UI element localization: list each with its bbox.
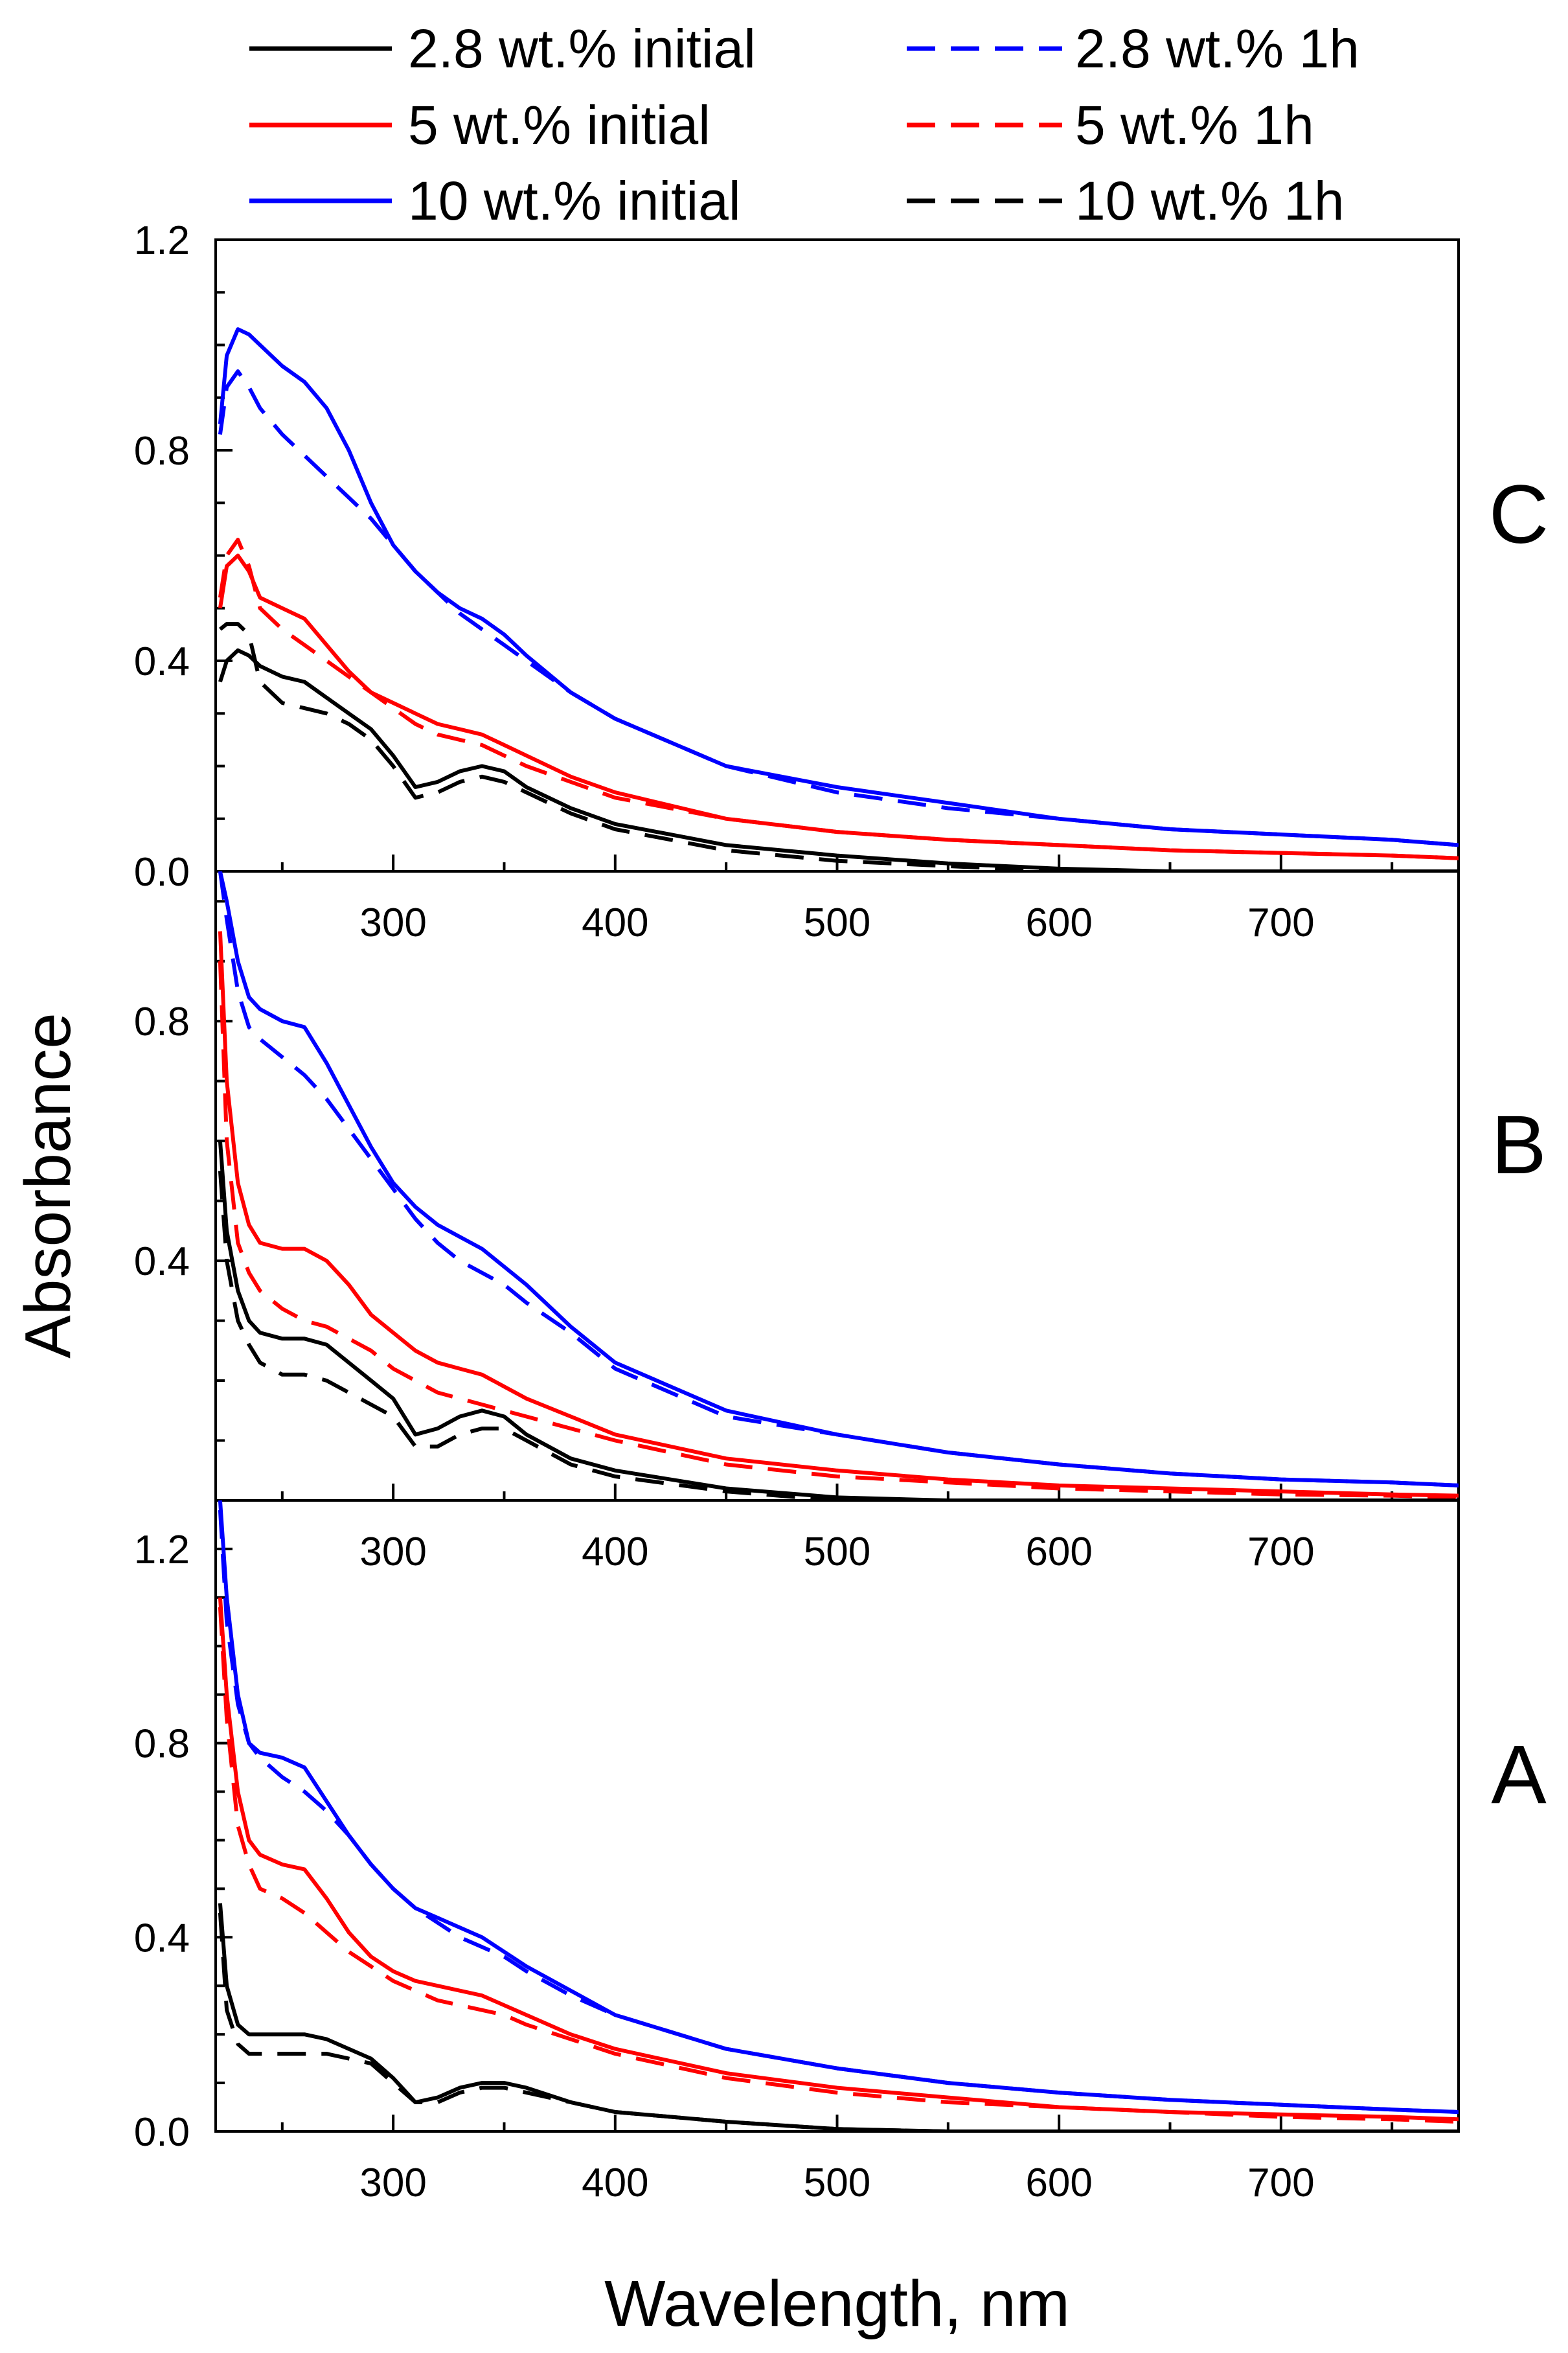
series-line-10-wt-1h <box>219 622 1459 871</box>
legend-label: 10 wt.% 1h <box>1075 170 1345 231</box>
y-tick-label: 0.0 <box>134 2110 190 2155</box>
x-tick-label: 700 <box>1247 1530 1314 1574</box>
series-line-10-wt-initial <box>218 327 1459 847</box>
legend-label: 5 wt.% 1h <box>1075 95 1314 155</box>
x-tick-label: 500 <box>804 901 870 945</box>
legend-label: 10 wt.% initial <box>408 170 741 231</box>
panel-label: A <box>1491 1729 1547 1822</box>
series-line-10-wt-1h <box>218 1171 1459 1500</box>
y-axis-title: Absorbance <box>12 1013 84 1359</box>
y-tick-label: 0.8 <box>134 1722 190 1767</box>
legend-item: 2.8 wt.% 1h <box>907 18 1359 79</box>
x-tick-label: 400 <box>582 901 648 945</box>
panel-b: 300 400 500 600 700 0.4 0.8 B <box>134 870 1547 1574</box>
series-line-2-8-wt-1h <box>218 369 1459 847</box>
x-axis-title: Wavelength, nm <box>604 2267 1070 2340</box>
series-line-5-wt-1h <box>218 1607 1459 2124</box>
x-tick-label: 400 <box>582 2161 648 2205</box>
y-tick-label: 0.8 <box>134 1000 190 1044</box>
series-line-5-wt-1h <box>218 538 1459 860</box>
series-group <box>218 1500 1459 2131</box>
x-tick-label: 400 <box>582 1530 648 1574</box>
panel-c: 300 400 500 600 700 0.0 0.4 0.8 1.2 C <box>134 218 1549 945</box>
series-line-2-8-wt-initial <box>218 1903 1459 2131</box>
legend-label: 5 wt.% initial <box>408 95 710 155</box>
y-tick-label: 1.2 <box>134 218 190 263</box>
x-tick-label: 500 <box>804 2161 870 2205</box>
y-tick-label: 0.0 <box>134 850 190 895</box>
x-tick-label: 700 <box>1247 2161 1314 2205</box>
series-line-10-wt-1h <box>218 1912 1459 2131</box>
y-tick-label: 0.4 <box>134 1916 190 1960</box>
y-tick-label: 1.2 <box>134 1528 190 1572</box>
panel-frame <box>214 870 1460 1502</box>
x-tick-label: 600 <box>1025 1530 1092 1574</box>
legend-item: 2.8 wt.% initial <box>249 18 756 79</box>
series-line-5-wt-initial <box>218 553 1459 860</box>
series-line-2-8-wt-1h <box>218 871 1459 1487</box>
y-tick-label: 0.4 <box>134 1239 190 1284</box>
x-tick-label: 300 <box>359 2161 426 2205</box>
legend-item: 10 wt.% initial <box>249 170 741 231</box>
series-line-5-wt-initial <box>218 931 1459 1498</box>
legend: 2.8 wt.% initial 5 wt.% initial 10 wt.% in… <box>249 18 1359 231</box>
series-line-10-wt-initial <box>218 1500 1459 2114</box>
series-line-2-8-wt-1h <box>218 1509 1459 2114</box>
series-line-10-wt-initial <box>218 871 1459 1487</box>
x-tick-label: 600 <box>1025 2161 1092 2205</box>
y-tick-label: 0.8 <box>134 429 190 474</box>
series-group <box>218 327 1459 871</box>
x-tick-label: 300 <box>359 1530 426 1574</box>
series-group <box>218 871 1459 1500</box>
legend-item: 5 wt.% 1h <box>907 95 1314 155</box>
legend-label: 2.8 wt.% 1h <box>1075 18 1359 79</box>
x-tick-label: 600 <box>1025 901 1092 945</box>
series-line-2-8-wt-initial <box>218 648 1459 871</box>
panel-label: B <box>1491 1099 1546 1191</box>
series-line-2-8-wt-initial <box>218 1140 1459 1500</box>
series-line-5-wt-initial <box>218 1597 1459 2122</box>
x-tick-label: 700 <box>1247 901 1314 945</box>
legend-item: 10 wt.% 1h <box>907 170 1345 231</box>
x-tick-label: 500 <box>804 1530 870 1574</box>
y-tick-label: 0.4 <box>134 639 190 684</box>
panel-label: C <box>1489 468 1549 561</box>
panel-frame <box>214 1499 1460 2133</box>
legend-item: 5 wt.% initial <box>249 95 710 155</box>
plot-area: 300 400 500 600 700 0.0 0.4 0.8 1.2 C 300 400 500 600… <box>134 218 1549 2205</box>
legend-label: 2.8 wt.% initial <box>408 18 756 79</box>
x-tick-label: 300 <box>359 901 426 945</box>
panel-a: 300 400 500 600 700 0.0 0.4 0.8 1.2 A <box>134 1499 1547 2205</box>
